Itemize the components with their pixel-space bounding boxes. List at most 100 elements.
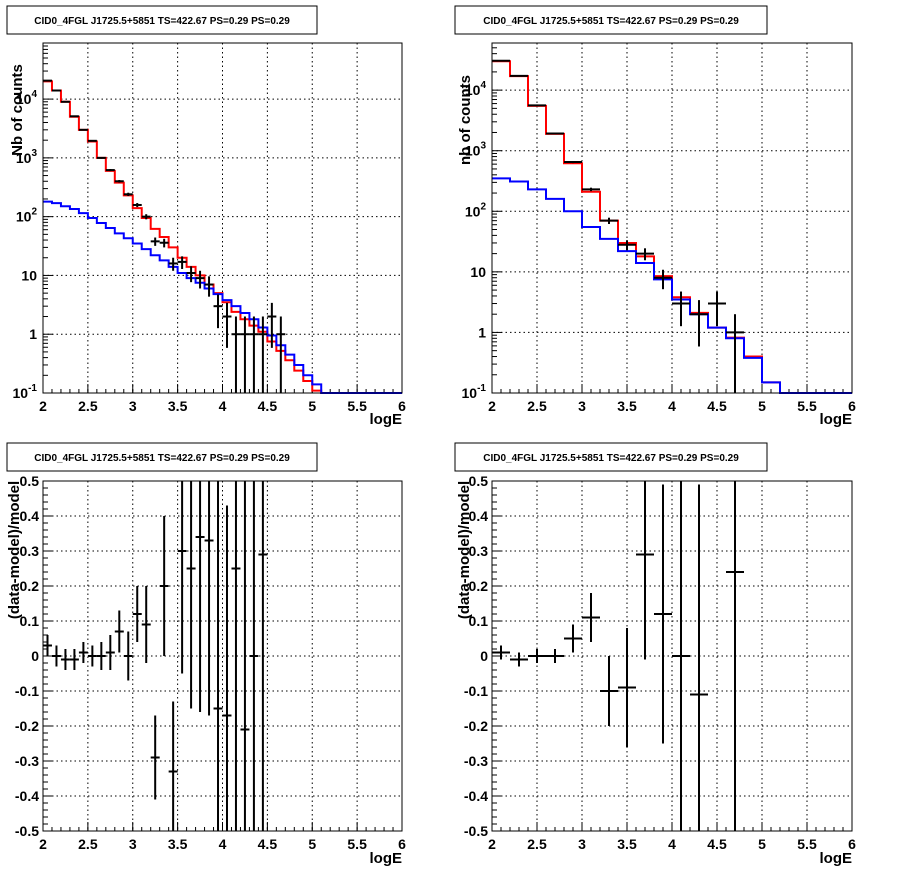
y-tick-label: 0.3 <box>469 543 489 559</box>
y-tick-label: 0 <box>480 648 488 664</box>
model-histogram <box>43 200 402 394</box>
y-tick-label: 104 <box>16 89 38 107</box>
y-tick-label: -0.3 <box>464 753 488 769</box>
y-tick-label: 103 <box>465 141 487 159</box>
panel-residuals-left: CID0_4FGL J1725.5+5851 TS=422.67 PS=0.29… <box>6 442 406 867</box>
x-tick-label: 4 <box>668 836 676 852</box>
x-tick-label: 4 <box>219 836 227 852</box>
panel-title: CID0_4FGL J1725.5+5851 TS=422.67 PS=0.29… <box>34 453 290 464</box>
panel-title: CID0_4FGL J1725.5+5851 TS=422.67 PS=0.29… <box>483 453 739 464</box>
x-tick-label: 5.5 <box>797 836 817 852</box>
y-tick-label: 103 <box>16 148 38 166</box>
plot-frame <box>491 480 853 832</box>
y-tick-label: 0.2 <box>20 578 40 594</box>
x-tick-label: 2.5 <box>78 836 98 852</box>
y-axis-label: (data-model)/model <box>6 481 23 619</box>
x-tick-label: 3 <box>129 836 137 852</box>
y-tick-label: -0.1 <box>464 683 488 699</box>
x-tick-label: 2.5 <box>78 398 98 414</box>
x-tick-label: 3.5 <box>617 398 637 414</box>
y-tick-label: 10-1 <box>13 383 38 401</box>
model-histogram <box>492 177 852 394</box>
title-box <box>6 442 318 472</box>
x-tick-label: 4.5 <box>258 398 278 414</box>
y-tick-label: -0.1 <box>15 683 39 699</box>
x-tick-label: 3.5 <box>168 398 188 414</box>
x-tick-label: 6 <box>848 836 856 852</box>
plot-frame <box>491 42 853 394</box>
y-tick-label: -0.4 <box>464 788 488 804</box>
y-tick-label: 0.1 <box>469 613 489 629</box>
y-axis-label: Nb of counts <box>9 64 26 156</box>
x-tick-label: 4 <box>668 398 676 414</box>
y-tick-label: 1 <box>29 326 37 342</box>
title-box <box>6 5 318 35</box>
model-histogram <box>492 60 798 394</box>
y-tick-label: -0.2 <box>464 718 488 734</box>
x-axis-label: logE <box>820 850 853 867</box>
title-box <box>454 442 768 472</box>
x-tick-label: 6 <box>398 836 406 852</box>
y-tick-label: 0.5 <box>469 473 489 489</box>
x-tick-label: 2 <box>488 398 496 414</box>
x-axis-label: logE <box>820 411 853 428</box>
x-tick-label: 3 <box>578 836 586 852</box>
y-tick-label: -0.5 <box>464 823 488 839</box>
plot-frame <box>42 480 403 832</box>
title-box <box>454 5 768 35</box>
x-tick-label: 3.5 <box>617 836 637 852</box>
plot-area: 2 2.5 3 3.5 4 4.5 5 5.5 6 -0.5 -0.4 -0.3 -0.2 -0.1 0 0.… <box>15 473 406 852</box>
x-tick-label: 4 <box>219 398 227 414</box>
y-tick-label: 10-1 <box>462 383 487 401</box>
y-tick-label: 0.4 <box>469 508 489 524</box>
y-tick-label: 0.2 <box>469 578 489 594</box>
y-tick-label: -0.5 <box>15 823 39 839</box>
plot-area: 2 2.5 3 3.5 4 4.5 5 5.5 6 10-1 1 10 102 103 104 <box>13 42 406 414</box>
x-tick-label: 5.5 <box>347 836 367 852</box>
x-tick-label: 2 <box>39 398 47 414</box>
x-tick-label: 4.5 <box>258 836 278 852</box>
y-tick-label: -0.2 <box>15 718 39 734</box>
y-tick-label: 0 <box>31 648 39 664</box>
panel-title: CID0_4FGL J1725.5+5851 TS=422.67 PS=0.29… <box>483 16 739 27</box>
y-tick-label: 102 <box>16 207 38 225</box>
panel-counts-left: CID0_4FGL J1725.5+5851 TS=422.67 PS=0.29… <box>6 5 406 428</box>
y-tick-label: 1 <box>478 324 486 340</box>
y-tick-label: -0.3 <box>15 753 39 769</box>
y-tick-label: 0.1 <box>20 613 40 629</box>
y-tick-label: 102 <box>465 201 487 219</box>
x-tick-label: 6 <box>398 398 406 414</box>
x-tick-label: 5 <box>758 398 766 414</box>
plot-area: 2 2.5 3 3.5 4 4.5 5 5.5 6 -0.5 -0.4 -0.3 -0.2 -0.1 0 0.… <box>464 473 856 852</box>
y-axis-label: (data-model)/model <box>456 481 473 619</box>
plot-area: 2 2.5 3 3.5 4 4.5 5 5.5 6 10-1 1 10 102 103 104 <box>462 42 856 414</box>
x-tick-label: 3 <box>129 398 137 414</box>
x-tick-label: 5 <box>308 398 316 414</box>
x-tick-label: 4.5 <box>707 398 727 414</box>
x-tick-label: 5 <box>758 836 766 852</box>
model-histogram <box>43 80 331 394</box>
y-tick-label: 10 <box>21 267 37 283</box>
x-tick-label: 5.5 <box>797 398 817 414</box>
x-tick-label: 6 <box>848 398 856 414</box>
y-tick-label: -0.4 <box>15 788 39 804</box>
x-tick-label: 3 <box>578 398 586 414</box>
panel-counts-right: CID0_4FGL J1725.5+5851 TS=422.67 PS=0.29… <box>454 5 856 428</box>
x-tick-label: 5.5 <box>347 398 367 414</box>
plot-frame <box>42 42 403 394</box>
x-axis-label: logE <box>370 850 403 867</box>
x-tick-label: 2 <box>39 836 47 852</box>
y-tick-label: 0.5 <box>20 473 40 489</box>
y-tick-label: 0.3 <box>20 543 40 559</box>
y-tick-label: 104 <box>465 80 487 98</box>
y-axis-label: nb of counts <box>457 75 474 165</box>
x-tick-label: 2.5 <box>527 836 547 852</box>
x-tick-label: 2.5 <box>527 398 547 414</box>
x-tick-label: 4.5 <box>707 836 727 852</box>
x-tick-label: 2 <box>488 836 496 852</box>
y-tick-label: 0.4 <box>20 508 40 524</box>
x-tick-label: 5 <box>308 836 316 852</box>
panel-residuals-right: CID0_4FGL J1725.5+5851 TS=422.67 PS=0.29… <box>454 442 856 867</box>
panel-title: CID0_4FGL J1725.5+5851 TS=422.67 PS=0.29… <box>34 16 290 27</box>
